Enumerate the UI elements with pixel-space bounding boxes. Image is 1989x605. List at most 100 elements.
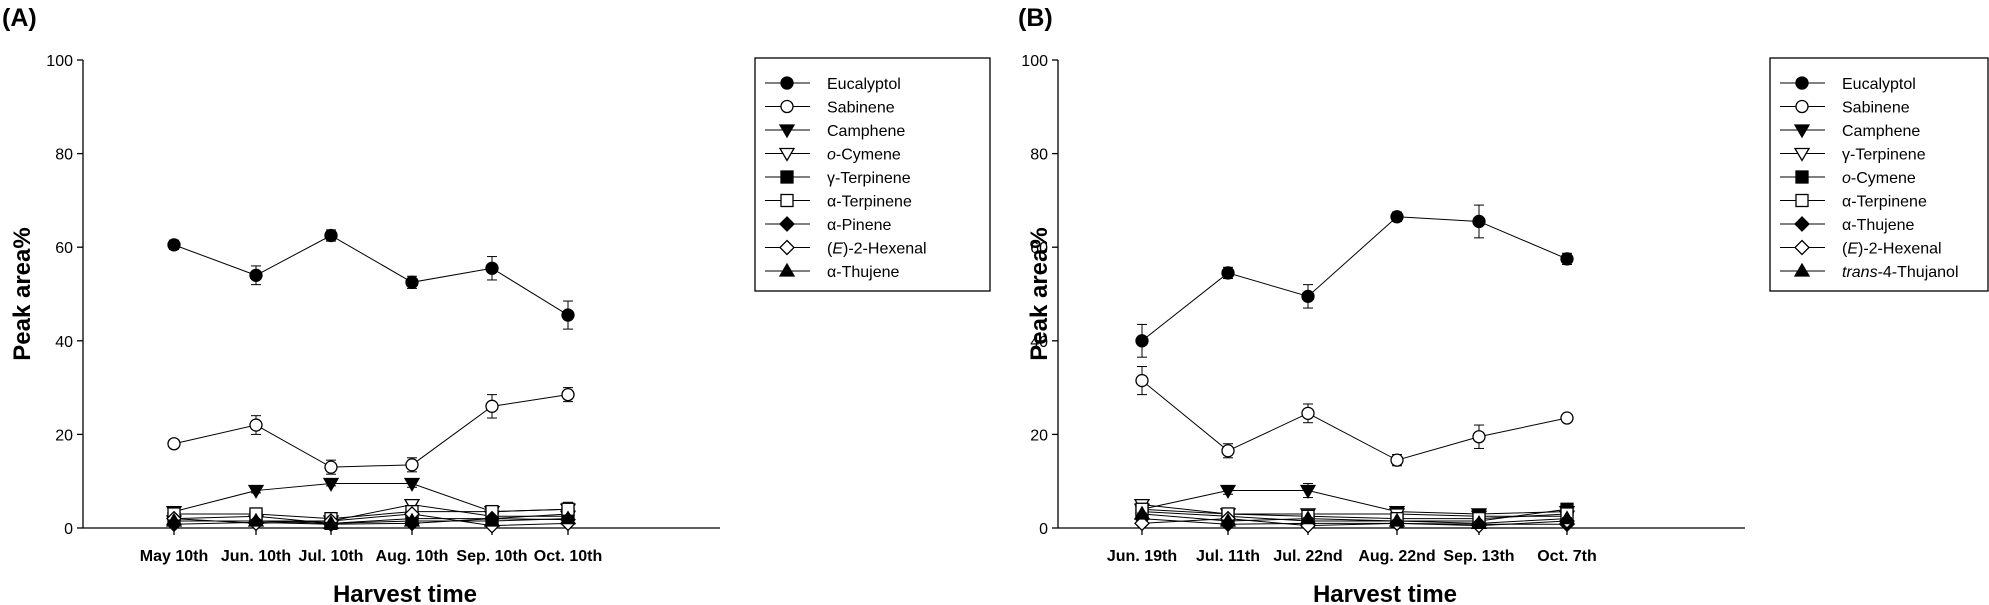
panel-b-series-trans-4-thujanol-point [1299,510,1317,525]
panel-b-x-tick-label: Sep. 13th [1443,548,1514,565]
panel-a-series-eucalyptol [167,228,575,330]
panel-a-series-eucalyptol-point [485,261,499,275]
panel-a-series-thujene-point [247,512,265,527]
panel-b-legend-entry-terpinene-marker [1793,147,1811,162]
panel-a-series-sabinene-point [405,458,419,472]
panel-a-x-tick-label: Aug. 10th [376,548,449,565]
panel-b-series-terpinene-line [1141,504,1567,517]
panel-b-legend-entry-o-cymene: o-Cymene [1780,170,1916,187]
panel-a-y-tick-label: 0 [64,521,73,538]
panel-a-series-camphene-point [322,477,340,492]
panel-a-legend-entry-thujene: α-Thujene [765,262,900,281]
panel-a-series-eucalyptol-point [324,228,338,243]
panel-b-legend-entry-eucalyptol-marker [1795,76,1809,90]
panel-a-legend-entry-sabinene: Sabinene [765,100,895,117]
panel-b-legend-entry-sabinene-marker [1795,99,1809,114]
panel-b-series-eucalyptol-point [1560,252,1574,266]
panel-a-legend-entry-terpinene: α-Terpinene [765,194,912,211]
panel-a-y-tick-label: 60 [55,240,73,257]
panel-b-series-sabinene-point [1135,373,1149,388]
panel-a-legend-entry-eucalyptol: Eucalyptol [765,76,901,93]
panel-b-series-trans-4-thujanol-point [1219,512,1237,527]
panel-b-legend-entry-terpinene-marker [1795,193,1809,208]
panel-a-legend-entry-pinene-label: α-Pinene [827,217,892,234]
panel-b-series-eucalyptol-point [1390,210,1404,224]
panel-b-y-tick-label: 60 [1030,240,1048,257]
panel-a-legend-entry-e-2-hexenal-marker [779,239,795,256]
panel-a-y-tick-label: 80 [55,147,73,164]
panel-a-chart: (A) 0 20 40 60 80 100 May 10th Jun. 10th Jul. 10t… [2,4,991,605]
panel-b-legend-entry-trans-4-thujanol: trans-4-Thujanol [1780,262,1959,281]
panel-a-legend-entry-eucalyptol-label: Eucalyptol [827,76,901,93]
panel-b-legend-entry-thujene-marker [1794,216,1810,232]
panel-b-series-trans-4-thujanol-point [1470,515,1488,529]
panel-a-series-terpinene-line [174,508,569,520]
panel-b-x-axis-title: Harvest time [1313,581,1457,605]
panel-a-y-tick-label: 40 [55,334,73,351]
panel-a-series-sabinene [167,387,575,475]
panel-a-legend-entry-e-2-hexenal: (E)-2-Hexenal [765,239,927,258]
panel-b-legend-entry-sabinene: Sabinene [1780,100,1910,117]
panel-a-series-thujene [165,510,577,529]
panel-a-legend-entry-terpinene-label: α-Terpinene [827,194,912,211]
panel-b-series-camphene [1133,483,1576,523]
panel-b-series-o-cymene-line [1141,508,1568,522]
panel-b-legend-entry-thujene-label: α-Thujene [1842,217,1915,234]
panel-b-series-trans-4-thujanol [1133,505,1576,529]
panel-b-legend-entry-terpinene-label: γ-Terpinene [1842,147,1926,164]
panel-b-series-eucalyptol-point [1135,334,1149,348]
panel-a-series-thujene-point [403,512,421,527]
panel-b-legend-entry-terpinene-label: α-Terpinene [1842,194,1927,211]
panel-b-x-tick-label: Jul. 11th [1196,548,1260,565]
panel-a-legend-entry-camphene-marker [778,124,796,139]
panel-b-series-sabinene-line [1141,380,1568,461]
panel-b-legend-entry-e-2-hexenal: (E)-2-Hexenal [1780,239,1942,258]
panel-a-series-sabinene-point [485,399,499,413]
panel-b-x-tick-label: Aug. 22nd [1358,548,1435,565]
panel-b-series-camphene-line [1141,490,1568,515]
panel-a-series-eucalyptol-point [167,238,181,252]
panel-b-series-sabinene-point [1472,430,1486,444]
panel-a-legend-entry-eucalyptol-marker [780,76,794,90]
panel-b-legend-entry-terpinene: α-Terpinene [1780,194,1927,211]
panel-a-legend-entry-terpinene-marker [780,193,794,208]
panel-b-series-sabinene-point [1560,411,1574,425]
panel-a-y-axis-title: Peak area% [9,227,36,360]
panel-a-legend-entry-sabinene-marker [780,99,794,114]
panel-a-x-tick-label: Oct. 10th [534,548,602,565]
panel-b-legend: Eucalyptol Sabinene Camphene γ-Terpinene o-C… [1769,57,1989,292]
panel-b-y-tick-label: 100 [1021,53,1048,70]
panel-b-legend-entry-trans-4-thujanol-label: trans-4-Thujanol [1842,264,1959,281]
panel-a-legend-entry-thujene-label: α-Thujene [827,264,900,281]
panel-a-y-tick-label: 100 [46,53,73,70]
panel-b-y-tick-label: 40 [1030,334,1048,351]
panel-a-legend-entry-pinene: α-Pinene [765,216,892,234]
panel-a-legend-entry-e-2-hexenal-label: (E)-2-Hexenal [827,241,927,258]
panel-a-legend-entry-o-cymene: o-Cymene [765,147,901,164]
panel-a-series-camphene-point [247,484,265,499]
panel-b-series-camphene-point [1299,484,1317,499]
panel-a-series-eucalyptol-point [405,275,419,289]
panel-a-x-tick-label: May 10th [140,548,208,565]
panel-b-legend-entry-camphene-marker [1793,124,1811,139]
panel-a-x-axis-title: Harvest time [333,581,477,605]
panel-a-series-eucalyptol-point [561,308,575,322]
panel-a-legend-entry-o-cymene-label: o-Cymene [827,147,901,164]
panel-b-x-tick-label: Jun. 19th [1107,548,1177,565]
panel-b-series-eucalyptol-line [1141,216,1568,342]
panel-a-series-terpinene-line [173,513,569,524]
panel-a-series-e-2-hexenal-line [173,513,569,527]
panel-a-legend-entry-camphene: Camphene [765,123,905,140]
panel-a-series-sabinene-point [324,460,338,474]
panel-a-legend-entry-terpinene: γ-Terpinene [765,170,911,187]
panel-a-series-sabinene-line [173,394,569,468]
panel-a-legend-entry-camphene-label: Camphene [827,123,905,140]
panel-b-series-eucalyptol [1135,204,1574,358]
panel-b-series-thujene-line [1141,518,1567,525]
panel-a-legend-entry-thujene-marker [778,262,796,277]
panel-b-series-trans-4-thujanol-point [1388,512,1406,527]
panel-a-series-camphene-line [173,483,569,513]
panel-a-series-thujene-point [559,510,577,525]
panel-a-x-tick-label: Sep. 10th [456,548,527,565]
panel-b-legend-entry-camphene: Camphene [1780,123,1920,140]
